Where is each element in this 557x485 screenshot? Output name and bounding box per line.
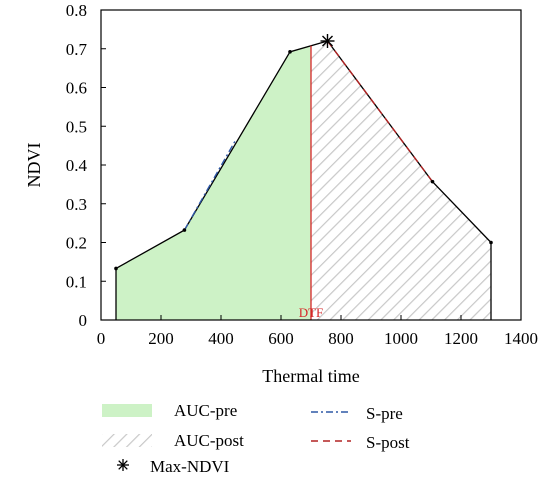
y-tick-label: 0.3 bbox=[66, 195, 87, 214]
auc-post-area bbox=[311, 41, 491, 320]
ndvi-point bbox=[114, 266, 118, 271]
legend-swatch-auc-post bbox=[102, 434, 152, 447]
y-tick-label: 0.1 bbox=[66, 272, 87, 291]
ndvi-curve bbox=[115, 40, 492, 270]
s-post-line bbox=[326, 40, 434, 183]
ndvi-point bbox=[430, 179, 435, 184]
x-tick-label: 1400 bbox=[504, 329, 538, 348]
y-tick-label: 0.7 bbox=[66, 40, 88, 59]
x-tick-label: 0 bbox=[97, 329, 106, 348]
y-tick-label: 0.8 bbox=[66, 1, 87, 20]
y-tick-label: 0.4 bbox=[66, 156, 88, 175]
y-tick-label: 0.6 bbox=[66, 79, 87, 98]
ndvi-point bbox=[182, 228, 187, 232]
y-tick-label: 0.2 bbox=[66, 234, 87, 253]
x-tick-label: 800 bbox=[328, 329, 354, 348]
x-tick-label: 1200 bbox=[444, 329, 478, 348]
legend: AUC-pre AUC-post Max-NDVI S-pre S-post bbox=[102, 401, 410, 476]
auc-pre-area bbox=[116, 45, 311, 321]
ndvi-point bbox=[288, 50, 292, 54]
s-pre-line bbox=[183, 139, 237, 231]
legend-label-auc-post: AUC-post bbox=[174, 431, 244, 450]
x-tick-label: 200 bbox=[148, 329, 174, 348]
y-axis-title: NDVI bbox=[24, 143, 44, 188]
x-axis-title: Thermal time bbox=[262, 366, 359, 386]
legend-label-s-pre: S-pre bbox=[366, 404, 403, 423]
dtf-label: DTF bbox=[299, 305, 324, 320]
y-tick-label: 0 bbox=[79, 311, 88, 330]
x-tick-label: 1000 bbox=[384, 329, 418, 348]
legend-label-s-post: S-post bbox=[366, 433, 410, 452]
legend-label-auc-pre: AUC-pre bbox=[174, 401, 237, 420]
legend-marker-max-ndvi bbox=[117, 459, 129, 471]
legend-swatch-auc-pre bbox=[102, 404, 152, 417]
ndvi-point bbox=[489, 240, 493, 245]
legend-label-max-ndvi: Max-NDVI bbox=[150, 457, 230, 476]
x-tick-label: 600 bbox=[268, 329, 294, 348]
x-tick-label: 400 bbox=[208, 329, 234, 348]
max-ndvi-marker bbox=[320, 34, 335, 48]
y-tick-label: 0.5 bbox=[66, 117, 87, 136]
